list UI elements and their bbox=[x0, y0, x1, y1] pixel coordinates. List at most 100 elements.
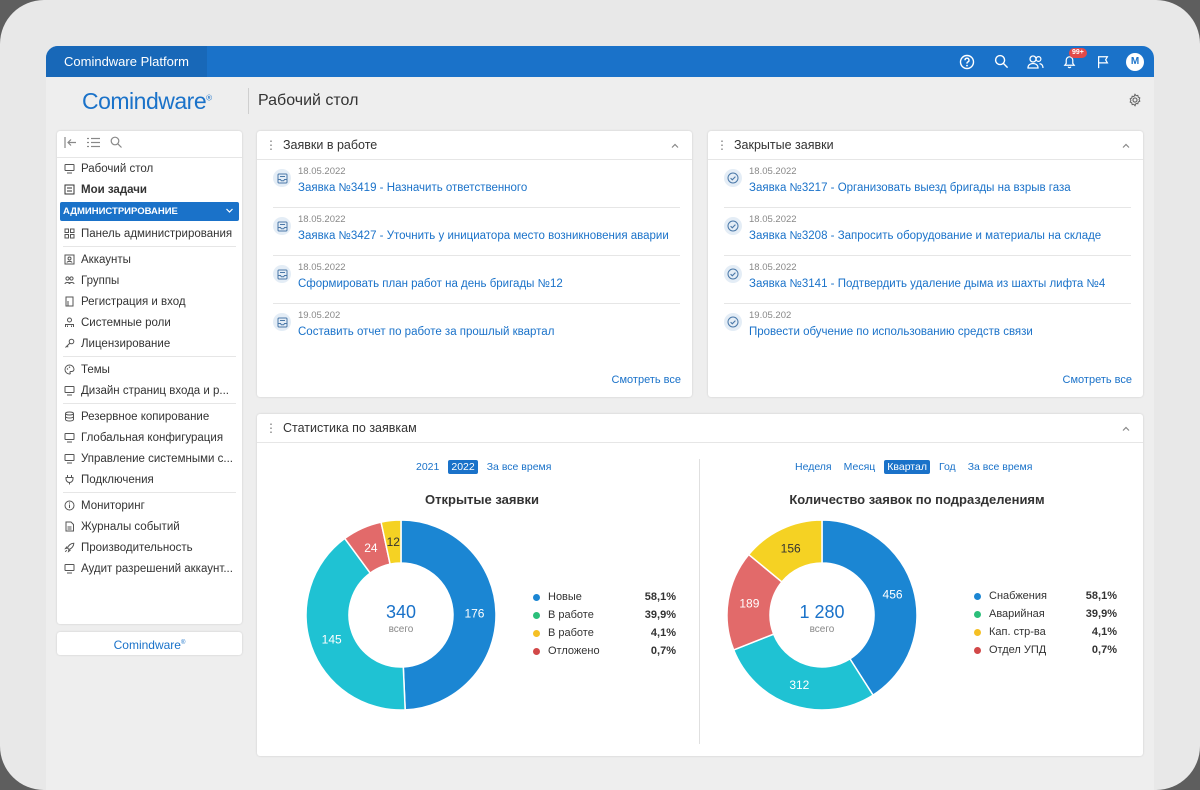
monitor-icon bbox=[64, 454, 75, 464]
donut-slice[interactable] bbox=[747, 520, 823, 583]
closed-tasks-card: ⋮ Закрытые заявки 18.05.2022 Заявка №3217… bbox=[708, 131, 1143, 397]
legend-label: Отдел УПД bbox=[989, 644, 1047, 656]
legend-color-dot bbox=[533, 611, 540, 619]
sidebar-item[interactable]: Регистрация и вход bbox=[57, 291, 242, 312]
collapse-sidebar-icon[interactable] bbox=[64, 135, 77, 153]
sidebar-item[interactable]: Производительность bbox=[57, 537, 242, 558]
legend-label: Кап. стр-ва bbox=[989, 626, 1046, 638]
legend-item[interactable]: Аварийная 39,9% bbox=[974, 605, 1117, 623]
sidebar-item[interactable]: Мои задачи bbox=[57, 179, 242, 200]
notification-badge: 99+ bbox=[1069, 47, 1087, 58]
legend-item[interactable]: Кап. стр-ва 4,1% bbox=[974, 623, 1117, 641]
filter-option[interactable]: Год bbox=[938, 461, 956, 473]
task-link[interactable]: Сформировать план работ на день бригады … bbox=[298, 278, 563, 290]
legend-color-dot bbox=[974, 592, 981, 600]
flag-icon[interactable] bbox=[1092, 51, 1114, 73]
sidebar-item[interactable]: Рабочий стол bbox=[57, 158, 242, 179]
comindware-logo[interactable]: Comindware® bbox=[82, 88, 212, 115]
monitor-icon bbox=[64, 164, 75, 174]
sidebar-search-icon[interactable] bbox=[110, 135, 122, 153]
task-date: 18.05.2022 bbox=[749, 214, 797, 225]
donut-slice-label: 176 bbox=[464, 606, 484, 620]
legend-item[interactable]: В работе 4,1% bbox=[533, 624, 676, 642]
sidebar-item[interactable]: Глобальная конфигурация bbox=[57, 427, 242, 448]
legend-item[interactable]: В работе 39,9% bbox=[533, 606, 676, 624]
user-avatar[interactable]: M bbox=[1126, 52, 1144, 71]
sidebar-section-label: АДМИНИСТРИРОВАНИЕ bbox=[63, 206, 178, 217]
sidebar-item[interactable]: Резервное копирование bbox=[57, 406, 242, 427]
sidebar-item[interactable]: Подключения bbox=[57, 469, 242, 490]
donut-slice[interactable] bbox=[306, 537, 406, 711]
sidebar-item-label: Группы bbox=[81, 274, 120, 287]
sidebar-item[interactable]: Аудит разрешений аккаунт... bbox=[57, 558, 242, 579]
legend-percent: 0,7% bbox=[650, 645, 676, 657]
sidebar-item[interactable]: Группы bbox=[57, 270, 242, 291]
sidebar-item[interactable]: Управление системными с... bbox=[57, 448, 242, 469]
open-tasks-see-all-link[interactable]: Смотреть все bbox=[611, 374, 681, 386]
closed-tasks-see-all-link[interactable]: Смотреть все bbox=[1062, 374, 1132, 386]
settings-gear-icon[interactable] bbox=[1128, 93, 1144, 109]
sidebar-item-label: Мониторинг bbox=[81, 499, 145, 512]
help-icon[interactable] bbox=[956, 51, 978, 73]
sidebar-item[interactable]: Системные роли bbox=[57, 312, 242, 333]
collapse-chevron-icon[interactable] bbox=[670, 140, 680, 154]
task-link[interactable]: Заявка №3427 - Уточнить у инициатора мес… bbox=[298, 230, 669, 242]
bell-icon[interactable]: 99+ bbox=[1058, 47, 1087, 73]
donut-slice[interactable] bbox=[732, 633, 875, 711]
sidebar-section-admin[interactable]: АДМИНИСТРИРОВАНИЕ bbox=[60, 202, 239, 221]
sidebar-item[interactable]: Дизайн страниц входа и р... bbox=[57, 380, 242, 401]
task-link[interactable]: Составить отчет по работе за прошлый ква… bbox=[298, 326, 555, 338]
legend-item[interactable]: Отложено 0,7% bbox=[533, 642, 676, 660]
sidebar-item[interactable]: Журналы событий bbox=[57, 516, 242, 537]
task-link[interactable]: Заявка №3419 - Назначить ответственного bbox=[298, 182, 528, 194]
legend-item[interactable]: Новые 58,1% bbox=[533, 588, 676, 606]
account-icon bbox=[64, 254, 75, 265]
donut-chart-open: 176 145 24 12 340 всего bbox=[306, 520, 497, 711]
legend-label: Снабжения bbox=[989, 590, 1047, 602]
task-link[interactable]: Заявка №3217 - Организовать выезд бригад… bbox=[749, 182, 1071, 194]
sidebar-item[interactable]: Панель администрирования bbox=[57, 223, 242, 244]
donut-slice[interactable] bbox=[380, 520, 402, 566]
legend-percent: 4,1% bbox=[1091, 626, 1117, 638]
monitor-icon bbox=[64, 564, 75, 574]
collapse-chevron-icon[interactable] bbox=[1121, 423, 1131, 437]
task-date: 18.05.2022 bbox=[298, 166, 346, 177]
sidebar-item[interactable]: Мониторинг bbox=[57, 495, 242, 516]
sidebar-group-system: Резервное копирование Глобальная конфигур… bbox=[57, 406, 242, 490]
filter-option[interactable]: За все время bbox=[967, 461, 1033, 473]
task-link[interactable]: Заявка №3208 - Запросить оборудование и … bbox=[749, 230, 1102, 242]
drag-handle-icon[interactable]: ⋮ bbox=[265, 138, 277, 152]
legend-departments: Снабжения 58,1% Аварийная 39,9% Кап. стр-ва 4… bbox=[974, 587, 1117, 659]
task-date: 19.05.202 bbox=[298, 310, 341, 321]
donut-slice[interactable] bbox=[400, 520, 497, 711]
filter-option[interactable]: Неделя bbox=[795, 461, 832, 473]
users-icon[interactable] bbox=[1024, 51, 1046, 73]
sidebar-item[interactable]: Лицензирование bbox=[57, 333, 242, 354]
collapse-chevron-icon[interactable] bbox=[1121, 140, 1131, 154]
task-item: 18.05.2022 Сформировать план работ на ден… bbox=[273, 256, 680, 304]
sidebar-item[interactable]: Темы bbox=[57, 359, 242, 380]
sidebar-item[interactable]: Аккаунты bbox=[57, 249, 242, 270]
app-screen: Comindware Platform 99+ M Comindware® Ра… bbox=[46, 46, 1154, 790]
app-name[interactable]: Comindware Platform bbox=[46, 46, 207, 77]
filter-option[interactable]: Месяц bbox=[843, 461, 876, 473]
list-view-icon[interactable] bbox=[87, 135, 100, 153]
legend-percent: 39,9% bbox=[1085, 608, 1117, 620]
filter-option[interactable]: 2021 bbox=[416, 461, 440, 473]
search-icon[interactable] bbox=[990, 51, 1012, 73]
filter-option[interactable]: 2022 bbox=[448, 460, 478, 474]
drag-handle-icon[interactable]: ⋮ bbox=[716, 138, 728, 152]
donut-slice[interactable] bbox=[821, 520, 918, 697]
open-tasks-list: 18.05.2022 Заявка №3419 - Назначить ответ… bbox=[257, 160, 692, 352]
task-link[interactable]: Заявка №3141 - Подтвердить удаление дыма… bbox=[749, 278, 1106, 290]
drag-handle-icon[interactable]: ⋮ bbox=[265, 421, 277, 435]
filter-option[interactable]: За все время bbox=[486, 461, 552, 473]
filter-option[interactable]: Квартал bbox=[884, 460, 930, 474]
sidebar-footer-logo[interactable]: Comindware® bbox=[57, 632, 242, 655]
legend-item[interactable]: Снабжения 58,1% bbox=[974, 587, 1117, 605]
task-item: 18.05.2022 Заявка №3208 - Запросить обору… bbox=[724, 208, 1131, 256]
legend-item[interactable]: Отдел УПД 0,7% bbox=[974, 641, 1117, 659]
legend-open: Новые 58,1% В работе 39,9% В работе 4,1% Отлож… bbox=[533, 588, 676, 660]
task-link[interactable]: Провести обучение по использованию средс… bbox=[749, 326, 1033, 338]
period-filter: Неделя Месяц Квартал Год За все время bbox=[792, 460, 1035, 474]
